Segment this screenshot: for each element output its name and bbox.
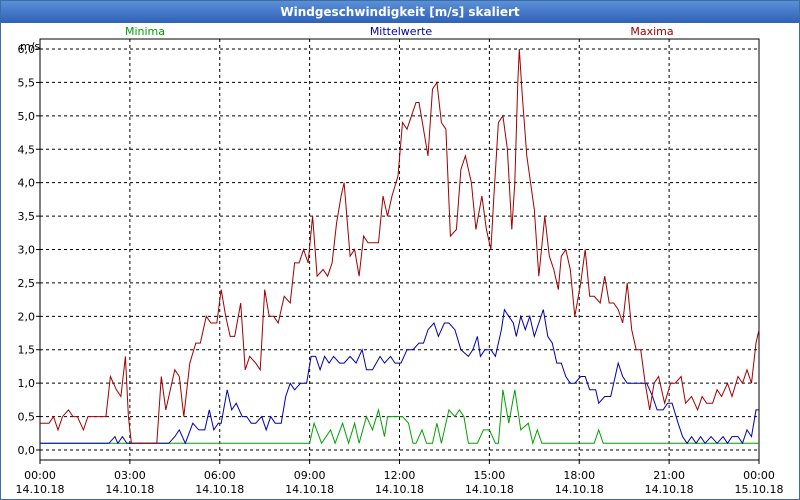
y-tick-label: 5,0 — [18, 110, 36, 123]
x-tick-date: 14.10.18 — [105, 483, 154, 496]
y-tick-label: 3,0 — [18, 244, 36, 257]
y-tick-label: 1,5 — [18, 344, 36, 357]
legend: Minima Mittelwerte Maxima — [125, 25, 674, 38]
series-line-minima — [40, 389, 759, 446]
x-tick-date: 14.10.18 — [555, 483, 604, 496]
y-tick-label: 2,0 — [18, 310, 36, 323]
y-tick-label: 4,5 — [18, 143, 36, 156]
x-tick-date: 15.10.18 — [735, 483, 784, 496]
y-tick-label: 1,0 — [18, 377, 36, 390]
y-tick-label: 4,0 — [18, 177, 36, 190]
series-lines — [40, 48, 760, 446]
x-tick-time: 15:00 — [474, 469, 506, 482]
x-tick-time: 21:00 — [653, 469, 685, 482]
x-tick-time: 00:00 — [743, 469, 775, 482]
x-tick-date: 14.10.18 — [465, 483, 514, 496]
x-tick-date: 14.10.18 — [16, 483, 65, 496]
y-tick-label: 5,5 — [18, 76, 36, 89]
series-line-maxima — [40, 48, 760, 444]
y-tick-label: 2,5 — [18, 277, 36, 290]
x-tick-time: 09:00 — [294, 469, 326, 482]
x-tick-date: 14.10.18 — [285, 483, 334, 496]
x-tick-time: 18:00 — [563, 469, 595, 482]
legend-entry-mittelwerte: Mittelwerte — [370, 25, 433, 38]
x-tick-date: 14.10.18 — [645, 483, 694, 496]
y-tick-label: 3,5 — [18, 210, 36, 223]
y-tick-label: 6,0 — [18, 43, 36, 56]
x-tick-time: 03:00 — [114, 469, 146, 482]
x-tick-time: 12:00 — [384, 469, 416, 482]
x-tick-date: 14.10.18 — [375, 483, 424, 496]
x-tick-time: 00:00 — [24, 469, 56, 482]
series-line-mittelwerte — [40, 308, 759, 445]
y-axis-ticks: 0,0 0,5 1,0 1,5 2,0 2,5 3,0 3,5 4,0 4,5 5,0 5,5 6,0 — [18, 43, 40, 457]
x-tick-time: 06:00 — [204, 469, 236, 482]
x-tick-date: 14.10.18 — [195, 483, 244, 496]
y-tick-label: 0,5 — [18, 411, 36, 424]
legend-entry-minima: Minima — [125, 25, 165, 38]
chart-title: Windgeschwindigkeit [m/s] skaliert — [1, 1, 799, 23]
x-axis-ticks: 00:0014.10.1803:0014.10.1806:0014.10.180… — [16, 460, 784, 496]
y-tick-label: 0,0 — [18, 444, 36, 457]
legend-entry-maxima: Maxima — [630, 25, 673, 38]
y-axis-label: m/s — [20, 40, 40, 53]
